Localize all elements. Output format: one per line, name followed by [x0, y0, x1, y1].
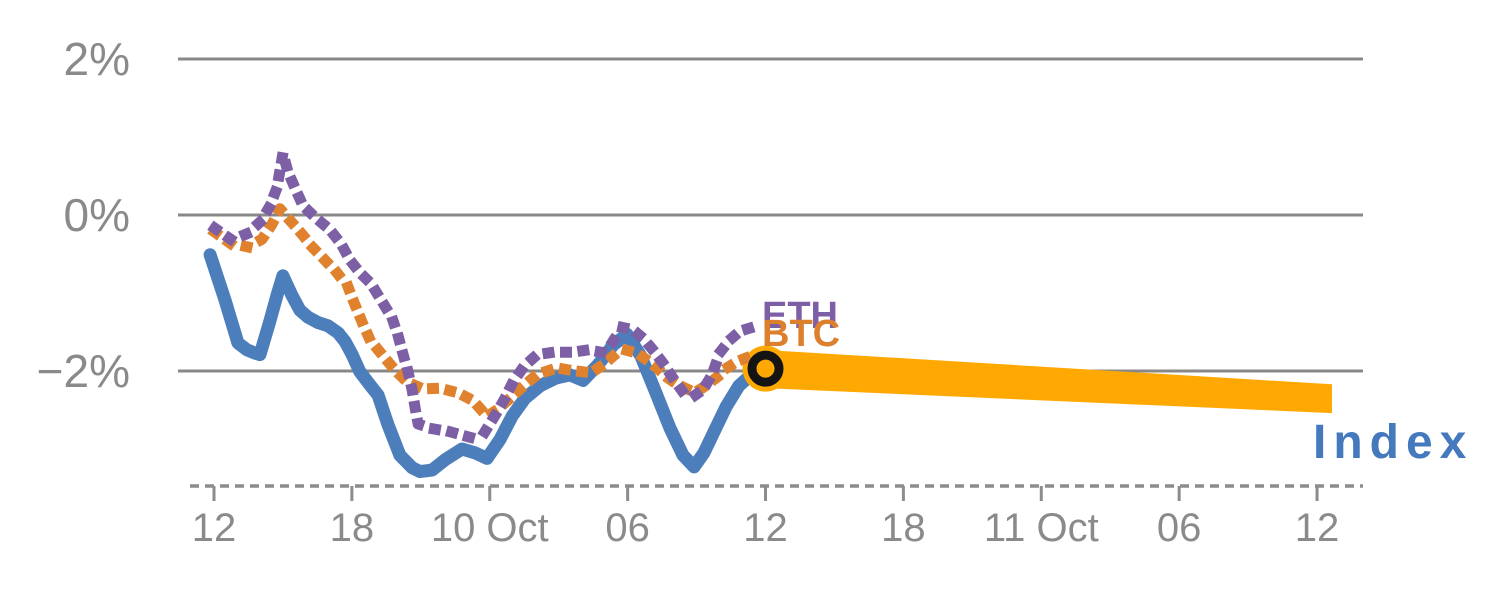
btc-series-label: BTC [762, 313, 840, 355]
y-axis-tick-label: 0% [64, 189, 130, 241]
x-axis-tick-label: 18 [881, 506, 926, 550]
btc-line [207, 203, 765, 422]
y-axis-tick-label: −2% [37, 345, 130, 397]
x-axis-tick-label: 06 [1157, 506, 1202, 550]
x-axis-tick-label: 11 Oct [984, 506, 1099, 550]
x-axis-tick-label: 18 [330, 506, 375, 550]
eth-line [207, 147, 757, 443]
x-axis-tick-label: 12 [192, 506, 237, 550]
x-axis-tick-label: 12 [1295, 506, 1340, 550]
index-line [203, 248, 773, 479]
x-axis-tick-label: 10 Oct [431, 506, 549, 550]
chart-render-layer: 2% 0% −2% 12 18 10 Oct 06 12 18 11 Oct 06 12 [37, 33, 1363, 550]
x-axis-tick-label: 12 [743, 506, 788, 550]
current-point-marker [747, 350, 784, 387]
index-series-label: Index [1313, 416, 1473, 469]
y-axis-tick-label: 2% [64, 33, 130, 85]
eth-series-label: ETH [762, 295, 838, 337]
x-axis-tick-label: 06 [605, 506, 650, 550]
index-forecast-band [765, 349, 1332, 414]
